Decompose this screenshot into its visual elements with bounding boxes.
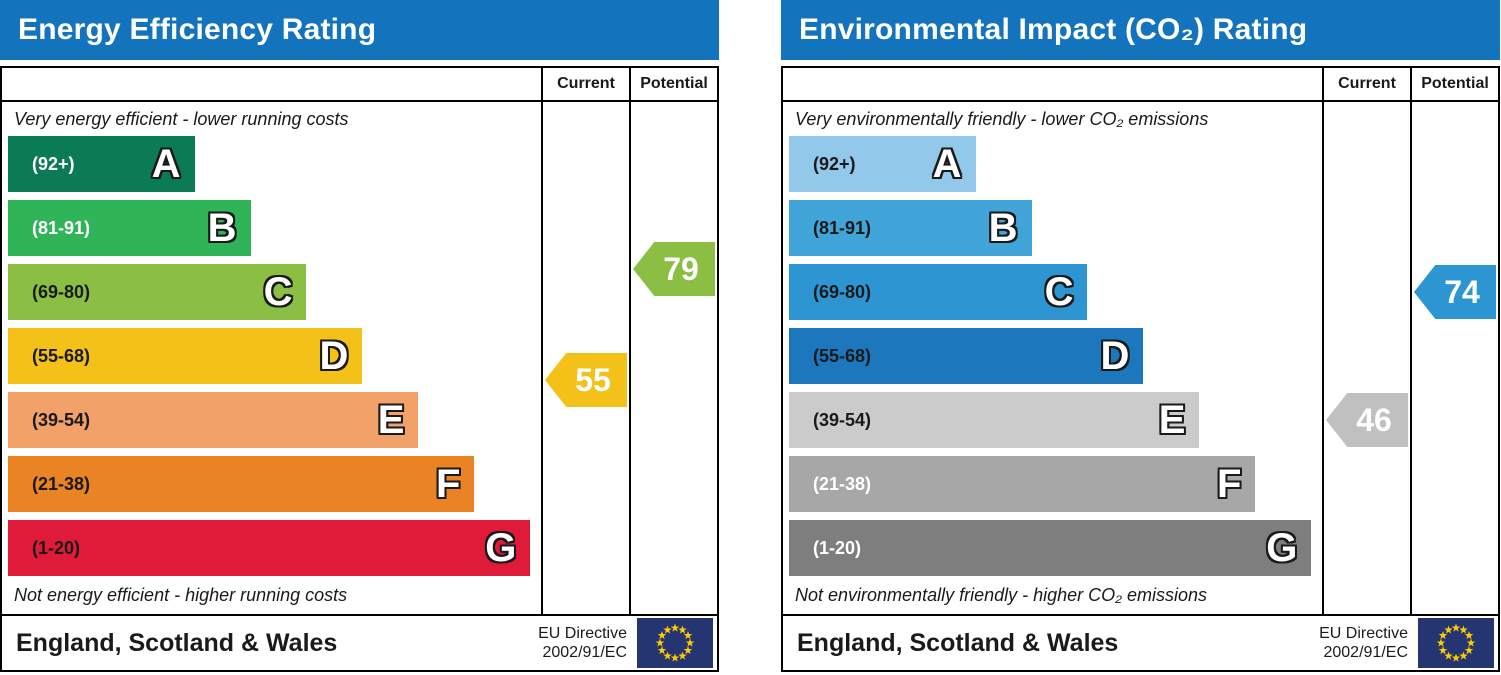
- rating-bands: (92+) A (81-91) B (69-80) C (55-68): [783, 136, 1322, 576]
- current-column-header: Current: [541, 68, 629, 102]
- band-letter: B: [988, 206, 1018, 250]
- band-range-label: (39-54): [813, 409, 872, 430]
- current-arrow: 46: [1326, 393, 1408, 447]
- band-range-label: (81-91): [32, 217, 91, 238]
- potential-column: 74: [1410, 102, 1498, 614]
- rating-band-e: (39-54) E: [8, 392, 419, 448]
- eu-directive-line1: EU Directive: [1319, 624, 1408, 642]
- header-spacer: [2, 68, 541, 102]
- band-range-label: (1-20): [32, 537, 81, 558]
- eu-flag-icon: [1418, 618, 1494, 668]
- rating-band-a: (92+) A: [789, 136, 976, 192]
- potential-column: 79: [629, 102, 717, 614]
- band-letter: E: [377, 398, 405, 442]
- rating-band-c: (69-80) C: [789, 264, 1088, 320]
- rating-band-c: (69-80) C: [8, 264, 307, 320]
- band-letter: B: [207, 206, 237, 250]
- bands-area: Very environmentally friendly - lower CO…: [783, 102, 1322, 614]
- rating-chart: Current Potential Very energy efficient …: [0, 66, 719, 672]
- rating-band-e: (39-54) E: [789, 392, 1200, 448]
- band-letter: A: [932, 142, 962, 186]
- region-label: England, Scotland & Wales: [16, 628, 338, 657]
- rating-band-g: (1-20) G: [8, 520, 531, 576]
- rating-band-f: (21-38) F: [8, 456, 475, 512]
- current-arrow: 55: [545, 353, 627, 407]
- potential-column-header: Potential: [629, 68, 717, 102]
- band-letter: C: [263, 270, 293, 314]
- band-range-label: (55-68): [32, 345, 91, 366]
- environmental-impact-panel: Environmental Impact (CO₂) Rating Curren…: [781, 0, 1500, 672]
- current-value: 46: [1356, 401, 1392, 438]
- bottom-caption: Not environmentally friendly - higher CO…: [795, 584, 1208, 605]
- band-letter: G: [485, 526, 517, 570]
- top-caption: Very energy efficient - lower running co…: [14, 108, 349, 129]
- potential-value: 79: [663, 250, 699, 287]
- band-letter: E: [1158, 398, 1186, 442]
- eu-flag-icon: [637, 618, 713, 668]
- top-caption: Very environmentally friendly - lower CO…: [795, 108, 1209, 129]
- region-label: England, Scotland & Wales: [797, 628, 1119, 657]
- current-column-header: Current: [1322, 68, 1410, 102]
- eu-directive-label: EU Directive 2002/91/EC: [1319, 624, 1408, 662]
- band-range-label: (69-80): [32, 281, 91, 302]
- rating-band-b: (81-91) B: [8, 200, 251, 256]
- chart-footer: England, Scotland & Wales EU Directive 2…: [2, 614, 717, 670]
- band-letter: G: [1266, 526, 1298, 570]
- band-letter: F: [1216, 462, 1242, 506]
- band-letter: A: [151, 142, 181, 186]
- rating-band-d: (55-68) D: [789, 328, 1144, 384]
- bands-area: Very energy efficient - lower running co…: [2, 102, 541, 614]
- rating-band-a: (92+) A: [8, 136, 195, 192]
- rating-chart: Current Potential Very environmentally f…: [781, 66, 1500, 672]
- band-range-label: (81-91): [813, 217, 872, 238]
- band-range-label: (92+): [813, 153, 856, 174]
- rating-band-b: (81-91) B: [789, 200, 1032, 256]
- band-range-label: (21-38): [813, 473, 872, 494]
- eu-directive-line2: 2002/91/EC: [1323, 644, 1408, 661]
- band-letter: D: [319, 334, 349, 378]
- panel-title: Environmental Impact (CO₂) Rating: [781, 0, 1500, 60]
- current-column: 55: [541, 102, 629, 614]
- eu-directive-label: EU Directive 2002/91/EC: [538, 624, 627, 662]
- potential-value: 74: [1444, 273, 1480, 310]
- bottom-caption: Not energy efficient - higher running co…: [14, 584, 348, 605]
- current-column: 46: [1322, 102, 1410, 614]
- band-range-label: (92+): [32, 153, 75, 174]
- energy-efficiency-panel: Energy Efficiency Rating Current Potenti…: [0, 0, 719, 672]
- band-range-label: (69-80): [813, 281, 872, 302]
- chart-footer: England, Scotland & Wales EU Directive 2…: [783, 614, 1498, 670]
- panel-title: Energy Efficiency Rating: [0, 0, 719, 60]
- rating-band-g: (1-20) G: [789, 520, 1312, 576]
- rating-band-d: (55-68) D: [8, 328, 363, 384]
- potential-column-header: Potential: [1410, 68, 1498, 102]
- band-letter: C: [1044, 270, 1074, 314]
- band-letter: D: [1100, 334, 1130, 378]
- band-range-label: (39-54): [32, 409, 91, 430]
- band-range-label: (21-38): [32, 473, 91, 494]
- eu-directive-line2: 2002/91/EC: [542, 644, 627, 661]
- rating-bands: (92+) A (81-91) B (69-80) C (55-68): [2, 136, 541, 576]
- band-letter: F: [435, 462, 461, 506]
- current-value: 55: [575, 361, 611, 398]
- potential-arrow: 79: [633, 242, 715, 296]
- rating-band-f: (21-38) F: [789, 456, 1256, 512]
- header-spacer: [783, 68, 1322, 102]
- potential-arrow: 74: [1414, 265, 1496, 319]
- eu-directive-line1: EU Directive: [538, 624, 627, 642]
- band-range-label: (1-20): [813, 537, 862, 558]
- band-range-label: (55-68): [813, 345, 872, 366]
